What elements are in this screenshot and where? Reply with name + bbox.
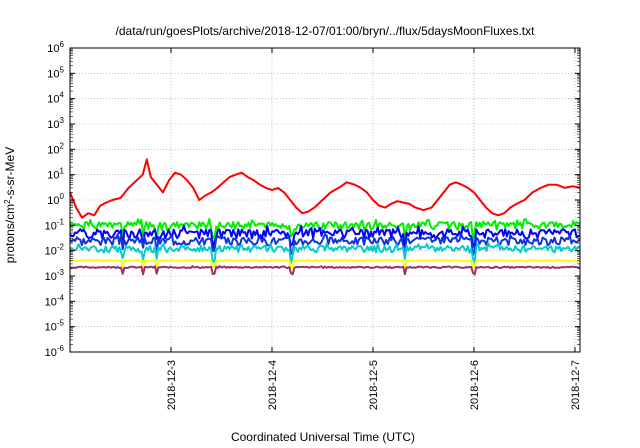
series-line: [69, 265, 581, 276]
series-line: [69, 242, 581, 264]
y-tick-label: 106: [47, 40, 64, 55]
y-tick-label: 10-6: [45, 344, 65, 359]
y-tick-label: 10-5: [45, 319, 65, 334]
x-axis-label: Coordinated Universal Time (UTC): [231, 430, 415, 444]
y-tick-label: 103: [47, 116, 64, 131]
chart-title: /data/run/goesPlots/archive/2018-12-07/0…: [116, 24, 536, 38]
y-axis-label-suffix: -s-sr-MeV: [3, 147, 17, 200]
series-line: [69, 224, 581, 251]
y-tick-label: 102: [47, 141, 64, 156]
x-tick-label: 2018-12-6: [469, 360, 481, 410]
y-axis-label-prefix: protons/cm: [3, 204, 17, 263]
y-tick-label: 10-2: [45, 243, 65, 258]
x-tick-label: 2018-12-5: [368, 360, 380, 410]
series-line: [69, 158, 581, 219]
x-axis: 2018-12-3 2018-12-4 2018-12-5 2018-12-6 2018…: [166, 48, 582, 410]
y-tick-label: 10-4: [45, 293, 65, 308]
series-layer: [69, 158, 581, 276]
grid: [70, 48, 580, 352]
y-tick-label: 101: [47, 167, 64, 182]
y-axis-label-sup: 2: [3, 199, 12, 204]
series-line: [69, 233, 581, 256]
y-tick-label: 105: [47, 65, 64, 80]
y-tick-label: 10-3: [45, 268, 65, 283]
series-line: [69, 258, 581, 269]
y-axis-label: protons/cm2-s-sr-MeV: [3, 147, 18, 263]
x-tick-label: 2018-12-7: [570, 360, 582, 410]
y-tick-label: 104: [47, 91, 64, 106]
y-axis: 10-6 10-5 10-4 10-3 10-2 10-1 100 101 102 103 104 1…: [45, 40, 580, 359]
y-tick-label: 100: [47, 192, 64, 207]
series-line: [69, 217, 581, 243]
x-tick-label: 2018-12-4: [267, 360, 279, 410]
y-tick-label: 10-1: [45, 217, 65, 232]
x-tick-label: 2018-12-3: [166, 360, 178, 410]
